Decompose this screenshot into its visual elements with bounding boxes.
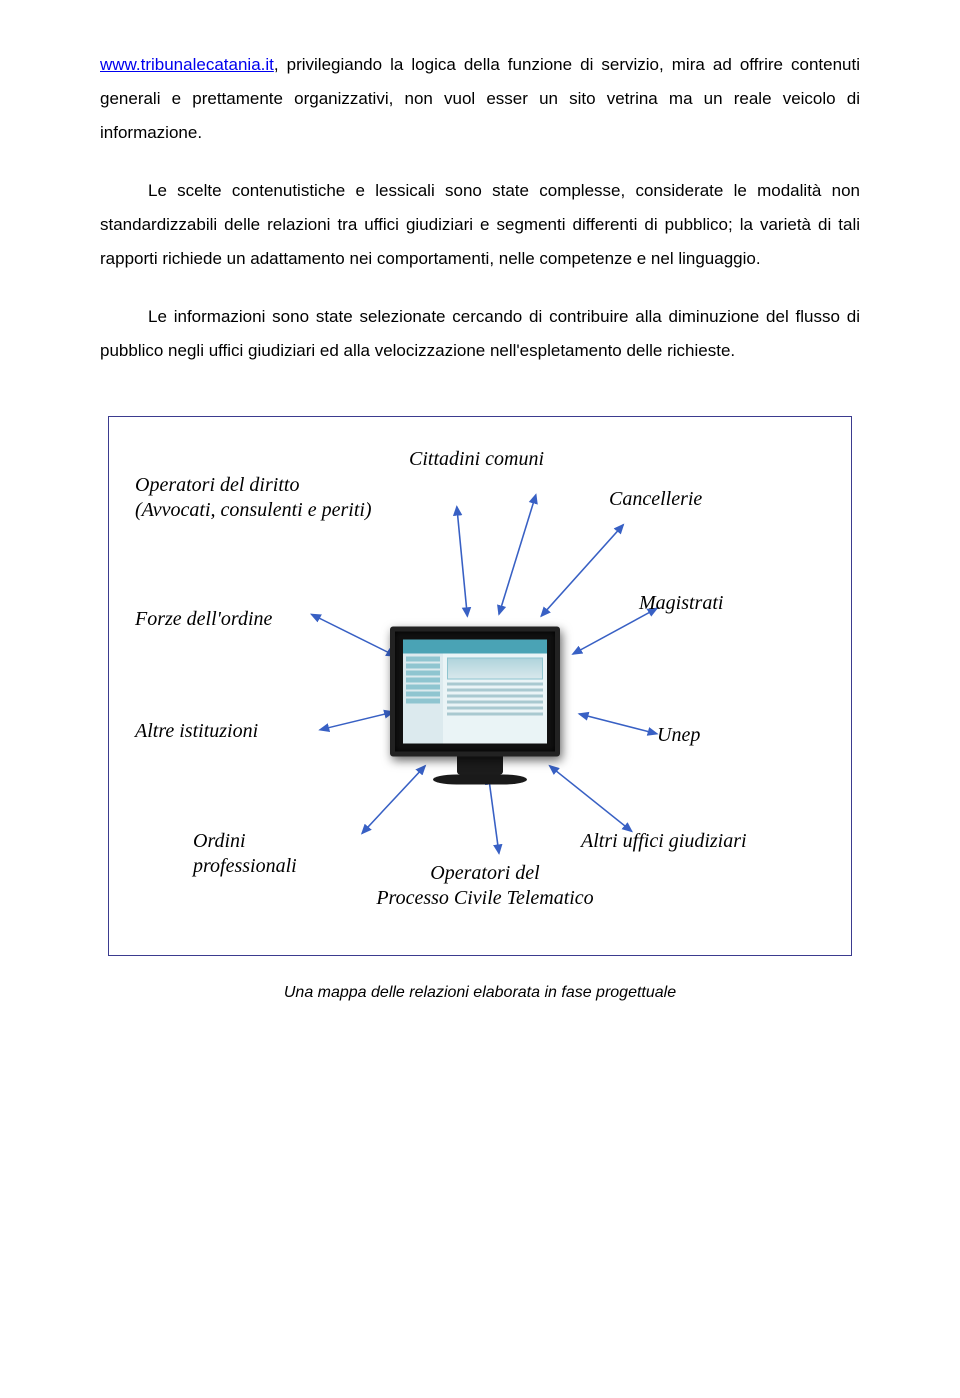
- monitor-icon: [390, 627, 570, 797]
- label-operatori-diritto: Operatori del diritto (Avvocati, consule…: [135, 473, 372, 523]
- label-ordini: Ordini professionali: [193, 829, 297, 879]
- label-operatori-pct-l2: Processo Civile Telematico: [376, 887, 593, 909]
- label-magistrati: Magistrati: [639, 591, 723, 616]
- label-operatori-diritto-l2: (Avvocati, consulenti e periti): [135, 499, 372, 521]
- site-link[interactable]: www.tribunalecatania.it: [100, 55, 274, 74]
- label-cittadini: Cittadini comuni: [409, 447, 544, 472]
- paragraph-1: www.tribunalecatania.it, privilegiando l…: [100, 48, 860, 150]
- paragraph-3: Le informazioni sono state selezionate c…: [100, 300, 860, 368]
- label-ordini-l1: Ordini: [193, 830, 246, 852]
- label-altri-uffici: Altri uffici giudiziari: [581, 829, 747, 854]
- label-unep: Unep: [657, 723, 700, 748]
- relations-diagram: Cittadini comuni Operatori del diritto (…: [108, 416, 852, 956]
- label-operatori-pct-l1: Operatori del: [430, 862, 539, 884]
- label-altre-ist: Altre istituzioni: [135, 719, 258, 744]
- diagram-caption: Una mappa delle relazioni elaborata in f…: [100, 984, 860, 1002]
- label-cancellerie: Cancellerie: [609, 487, 702, 512]
- label-operatori-diritto-l1: Operatori del diritto: [135, 474, 299, 496]
- label-operatori-pct: Operatori del Processo Civile Telematico: [365, 861, 605, 911]
- paragraph-2: Le scelte contenutistiche e lessicali so…: [100, 174, 860, 276]
- label-forze: Forze dell'ordine: [135, 607, 272, 632]
- label-ordini-l2: professionali: [193, 855, 297, 877]
